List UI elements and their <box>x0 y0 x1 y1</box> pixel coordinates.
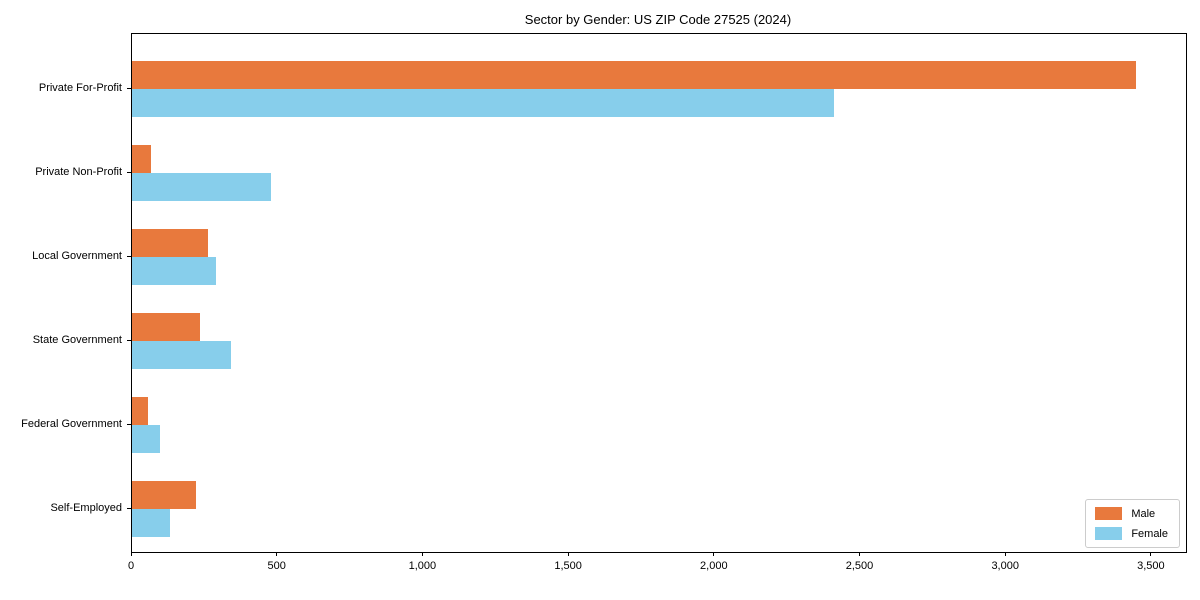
bar-male-2 <box>132 229 208 257</box>
x-tick-mark-3 <box>567 552 569 556</box>
y-tick-label-4: Federal Government <box>21 418 122 430</box>
x-tick-label-3: 1,500 <box>554 560 582 572</box>
bar-male-0 <box>132 61 1136 89</box>
plot-area: Male Female <box>131 33 1187 553</box>
bar-male-5 <box>132 481 197 509</box>
x-tick-label-5: 2,500 <box>845 560 874 572</box>
x-tick-mark-5 <box>859 552 860 556</box>
y-tick-label-2: Local Government <box>32 250 122 262</box>
x-tick-mark-7 <box>1150 552 1152 556</box>
y-tick-label-0: Private For-Profit <box>38 82 122 94</box>
x-tick-mark-4 <box>713 552 715 556</box>
bar-male-4 <box>132 397 148 425</box>
y-tick-mark-3 <box>127 340 131 341</box>
x-tick-mark-6 <box>1004 552 1006 556</box>
y-tick-mark-5 <box>127 508 131 509</box>
x-tick-label-7: 3,500 <box>1137 560 1165 572</box>
legend: Male Female <box>1085 499 1180 548</box>
legend-label-female: Female <box>1131 527 1168 540</box>
bar-female-1 <box>132 173 271 201</box>
legend-label-male: Male <box>1131 507 1156 520</box>
legend-entry-male: Male <box>1095 507 1168 520</box>
bar-female-4 <box>132 425 161 453</box>
x-tick-label-4: 2,000 <box>700 560 728 572</box>
y-tick-mark-1 <box>127 172 131 173</box>
y-tick-mark-4 <box>127 424 131 425</box>
female-color-swatch <box>1095 527 1123 540</box>
y-tick-mark-0 <box>127 88 131 89</box>
y-tick-label-5: Self-Employed <box>50 502 122 514</box>
male-color-swatch <box>1095 507 1123 520</box>
x-tick-mark-0 <box>130 552 132 556</box>
x-tick-label-1: 500 <box>267 560 286 572</box>
y-tick-label-1: Private Non-Profit <box>35 166 122 178</box>
x-tick-mark-1 <box>276 552 278 556</box>
x-tick-label-0: 0 <box>127 560 135 572</box>
bar-female-3 <box>132 341 232 369</box>
x-tick-label-2: 1,000 <box>408 560 437 572</box>
legend-entry-female: Female <box>1095 527 1168 540</box>
bar-male-3 <box>132 313 200 341</box>
bar-female-5 <box>132 509 171 537</box>
x-tick-label-6: 3,000 <box>991 560 1019 572</box>
y-tick-label-3: State Government <box>32 334 122 346</box>
y-tick-mark-2 <box>127 256 131 257</box>
bar-male-1 <box>132 145 151 173</box>
chart-title: Sector by Gender: US ZIP Code 27525 (202… <box>524 12 792 27</box>
bar-female-2 <box>132 257 216 285</box>
x-tick-mark-2 <box>421 552 423 556</box>
bar-female-0 <box>132 89 835 117</box>
